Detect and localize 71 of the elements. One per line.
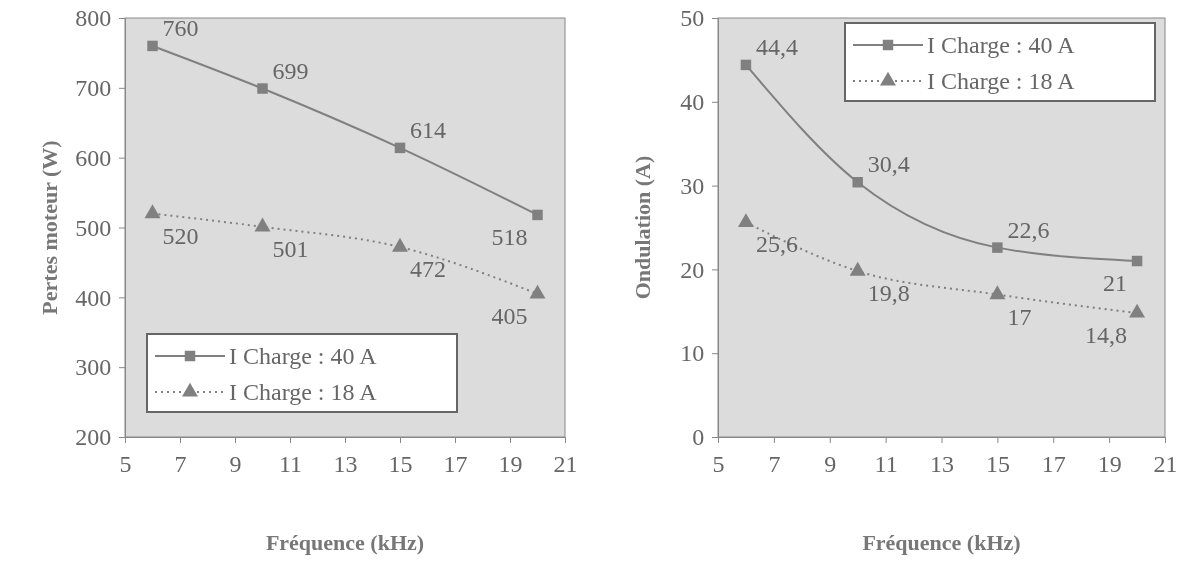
data-label: 21 bbox=[1103, 270, 1128, 297]
y-tick-label: 600 bbox=[75, 144, 112, 171]
y-tick-label: 700 bbox=[75, 75, 112, 102]
y-tick-label: 300 bbox=[75, 354, 112, 381]
x-tick-label: 13 bbox=[333, 451, 358, 478]
point bbox=[1129, 303, 1146, 318]
data-label: 19,8 bbox=[867, 280, 910, 307]
point bbox=[392, 237, 408, 252]
y-tick-label: 10 bbox=[680, 340, 705, 367]
x-tick-label: 15 bbox=[388, 451, 413, 478]
point bbox=[737, 213, 754, 228]
x-tick-label: 5 bbox=[712, 451, 725, 478]
point bbox=[992, 242, 1003, 253]
x-axis-title: Fréquence (kHz) bbox=[265, 530, 425, 555]
data-label: 405 bbox=[491, 302, 528, 329]
y-tick-label: 50 bbox=[680, 5, 705, 32]
x-tick-label: 19 bbox=[1097, 451, 1122, 478]
data-label: 14,8 bbox=[1085, 321, 1128, 348]
y-tick-label: 40 bbox=[680, 88, 705, 115]
data-label: 518 bbox=[491, 223, 528, 250]
legend-label: I Charge : 18 A bbox=[229, 379, 378, 405]
point bbox=[740, 59, 752, 71]
x-tick-label: 11 bbox=[874, 451, 898, 478]
data-label: 472 bbox=[410, 256, 446, 283]
x-tick-label: 11 bbox=[278, 451, 303, 478]
y-tick-label: 400 bbox=[75, 284, 112, 311]
point bbox=[529, 284, 546, 299]
y-axis-title: Ondulation (A) bbox=[630, 155, 655, 300]
y-tick-label: 800 bbox=[75, 5, 112, 32]
x-tick-label: 7 bbox=[174, 451, 187, 478]
point bbox=[394, 142, 406, 154]
data-label: 25,6 bbox=[755, 231, 798, 258]
data-label: 699 bbox=[272, 57, 309, 84]
x-tick-label: 9 bbox=[824, 451, 837, 478]
x-tick-label: 5 bbox=[119, 451, 132, 478]
x-tick-label: 21 bbox=[1153, 451, 1178, 478]
data-label: 501 bbox=[272, 235, 309, 262]
legend-label: I Charge : 18 A bbox=[927, 68, 1076, 94]
point bbox=[144, 204, 161, 219]
data-label: 44,4 bbox=[755, 33, 798, 60]
data-label: 17 bbox=[1007, 303, 1032, 330]
y-tick-label: 200 bbox=[75, 424, 112, 451]
x-tick-label: 17 bbox=[1041, 451, 1066, 478]
x-tick-label: 13 bbox=[930, 451, 954, 478]
point bbox=[989, 285, 1006, 300]
data-label: 30,4 bbox=[867, 151, 910, 178]
y-tick-label: 500 bbox=[75, 214, 112, 241]
y-tick-label: 20 bbox=[680, 256, 705, 283]
point bbox=[532, 209, 543, 221]
x-tick-label: 17 bbox=[443, 451, 468, 478]
y-tick-label: 0 bbox=[692, 424, 705, 451]
x-tick-label: 9 bbox=[229, 451, 242, 478]
legend-label: I Charge : 40 A bbox=[927, 32, 1076, 58]
data-label: 760 bbox=[162, 14, 199, 41]
y-axis-title: Pertes moteur (W) bbox=[37, 140, 62, 315]
legend-label: I Charge : 40 A bbox=[229, 343, 378, 369]
data-label: 520 bbox=[162, 222, 199, 249]
x-axis-title: Fréquence (kHz) bbox=[862, 530, 1021, 555]
x-tick-label: 7 bbox=[768, 451, 781, 478]
x-tick-label: 21 bbox=[553, 451, 578, 478]
data-label: 22,6 bbox=[1007, 216, 1050, 243]
data-label: 614 bbox=[410, 116, 446, 143]
point bbox=[852, 177, 863, 188]
point bbox=[257, 83, 268, 94]
point bbox=[147, 40, 158, 52]
x-tick-label: 15 bbox=[985, 451, 1010, 478]
point bbox=[254, 217, 271, 232]
x-tick-label: 19 bbox=[498, 451, 523, 478]
point bbox=[1131, 255, 1143, 267]
y-tick-label: 30 bbox=[680, 172, 705, 199]
point bbox=[849, 261, 866, 276]
